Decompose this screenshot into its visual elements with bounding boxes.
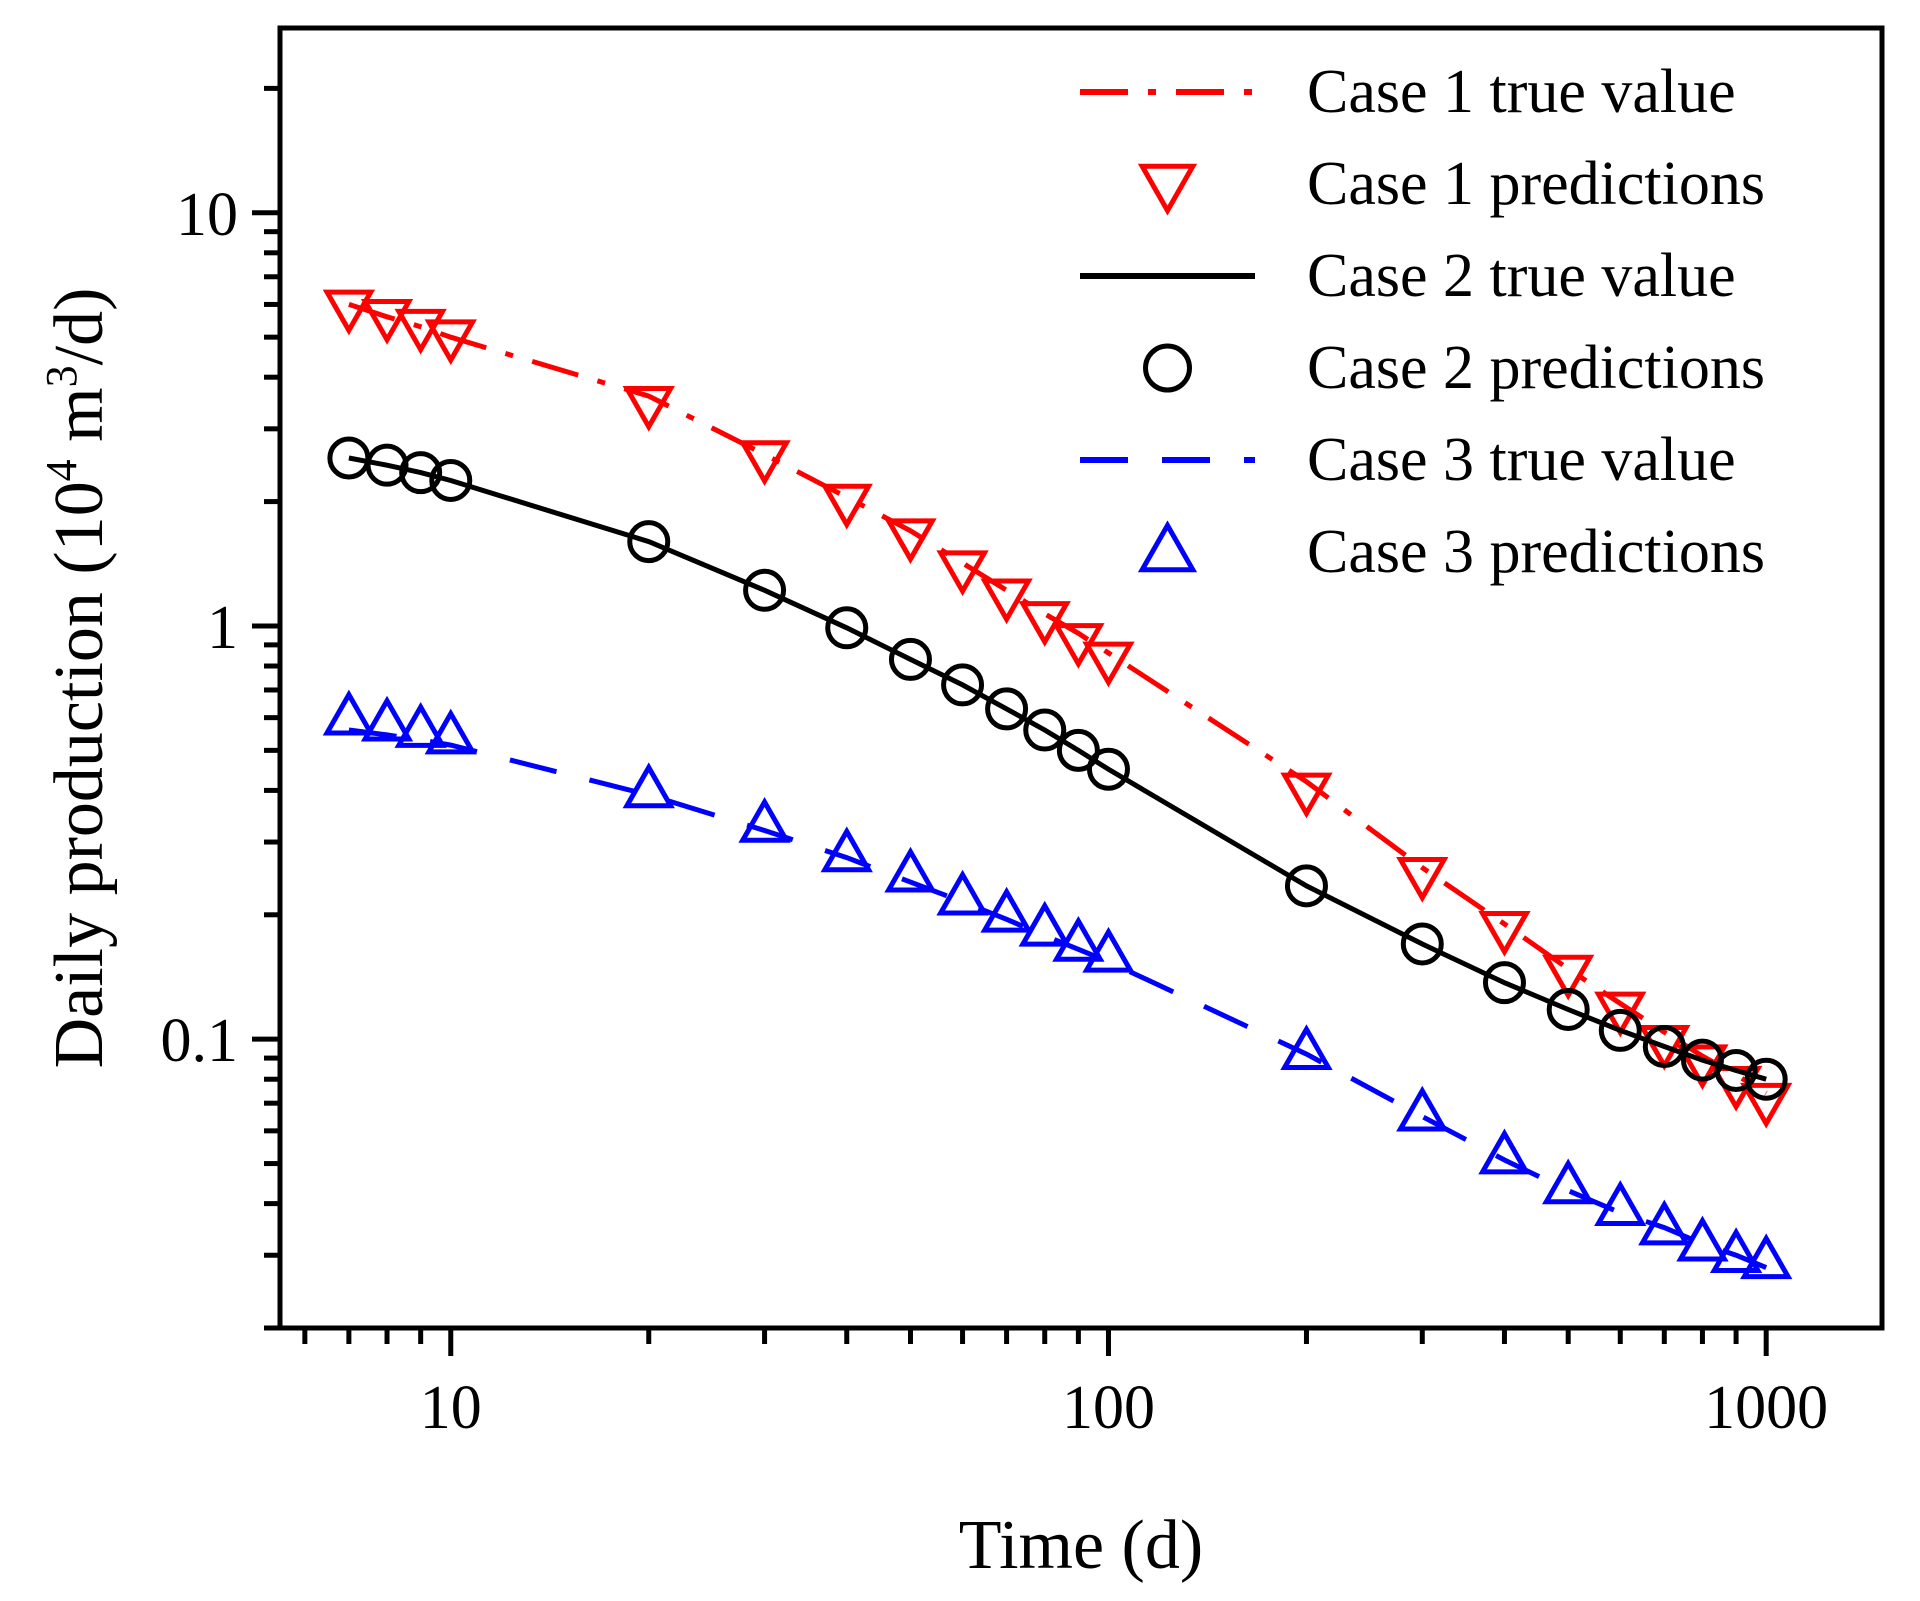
x-axis-title: Time (d) [959, 1507, 1203, 1584]
data-point [1284, 864, 1328, 908]
data-point [1594, 1180, 1647, 1226]
data-point [738, 440, 791, 486]
data-point [1546, 987, 1590, 1031]
data-point [622, 385, 675, 432]
data-point [941, 663, 985, 707]
y-tick-label: 0.1 [161, 1007, 239, 1075]
data-point [884, 846, 937, 893]
legend-item: Case 3 true value [1080, 426, 1736, 494]
y-axis-title: Daily production (104 m3/d) [37, 288, 118, 1069]
data-point [1482, 961, 1526, 1005]
data-point [738, 796, 791, 843]
series-6 [322, 689, 1793, 1280]
x-axis-ticks: 10 100 1000 [302, 1328, 1828, 1442]
data-point [1400, 922, 1444, 966]
plot-frame [277, 25, 1885, 1331]
data-point [1714, 1048, 1758, 1092]
legend-item: Case 3 predictions [1137, 518, 1765, 586]
data-point [322, 289, 376, 336]
data-point [743, 568, 787, 612]
legend-item: Case 2 true value [1080, 242, 1736, 310]
x-tick-label: 100 [1062, 1374, 1155, 1442]
x-tick-label: 1000 [1704, 1374, 1828, 1442]
data-point [1740, 1233, 1793, 1280]
legend-label: Case 3 predictions [1307, 518, 1765, 586]
data-point [1396, 856, 1449, 903]
data-point [1396, 1085, 1449, 1132]
data-point [980, 886, 1033, 933]
data-point [360, 299, 414, 345]
legend-label: Case 1 true value [1307, 58, 1736, 126]
y-axis-title-mid: m [41, 387, 118, 459]
data-point [936, 869, 989, 916]
y-tick-label: 10 [176, 181, 238, 249]
y-axis-title-end: /d) [41, 288, 118, 366]
legend-item: Case 2 predictions [1143, 334, 1765, 402]
data-point [627, 520, 671, 564]
y-axis-title-sup2: 3 [37, 365, 86, 387]
legend-marker-sample [1137, 163, 1198, 216]
data-point [1598, 1008, 1642, 1052]
data-point [820, 826, 873, 873]
data-point [936, 550, 989, 597]
legend-item: Case 1 true value [1080, 58, 1736, 126]
series-4 [327, 436, 1788, 1101]
data-point [1023, 708, 1067, 752]
data-point [1082, 926, 1135, 973]
legend-label: Case 2 predictions [1307, 334, 1765, 402]
legend-label: Case 1 predictions [1307, 150, 1765, 218]
data-point [622, 762, 675, 809]
data-point [394, 702, 447, 748]
data-point [1018, 900, 1071, 947]
data-point [1740, 1082, 1793, 1129]
data-point [1676, 1215, 1729, 1262]
y-axis-title-main: Daily production (10 [41, 481, 118, 1068]
legend-item: Case 1 predictions [1137, 150, 1765, 218]
x-tick-label: 10 [420, 1374, 482, 1442]
legend-marker-sample [1137, 520, 1198, 573]
data-point [322, 689, 376, 736]
data-point [1056, 728, 1100, 772]
data-point [1709, 1227, 1763, 1274]
data-point [429, 458, 473, 502]
data-point [820, 483, 873, 530]
data-point [1478, 1128, 1531, 1175]
y-axis-ticks: 0.1 1 10 [161, 85, 280, 1331]
legend: Case 1 true value Case 1 predictions Case … [1080, 58, 1765, 586]
data-point [1052, 915, 1105, 962]
legend-marker-sample [1143, 343, 1192, 393]
data-point [360, 695, 414, 742]
legend-label: Case 2 true value [1307, 242, 1736, 310]
data-point [1018, 601, 1071, 647]
data-point [424, 708, 477, 755]
data-point [1280, 772, 1333, 819]
data-point [1744, 1057, 1788, 1101]
series-2 [322, 289, 1793, 1129]
data-point [888, 637, 932, 681]
data-point [980, 578, 1033, 625]
data-point [1638, 1199, 1691, 1246]
data-point [1542, 1158, 1595, 1205]
data-point [399, 451, 443, 495]
data-point [1280, 1024, 1333, 1070]
data-point [1086, 747, 1130, 791]
data-point [365, 443, 409, 487]
data-point [1642, 1025, 1686, 1069]
data-point [1082, 641, 1135, 688]
series-layer [322, 289, 1793, 1280]
data-point [825, 606, 869, 650]
legend-label: Case 3 true value [1307, 426, 1736, 494]
data-point [884, 518, 937, 565]
data-point [1542, 954, 1595, 1001]
data-point [424, 319, 477, 366]
data-point [985, 687, 1029, 731]
data-point [1478, 910, 1531, 957]
y-axis-title-sup: 4 [37, 459, 86, 481]
y-tick-label: 1 [207, 594, 238, 662]
